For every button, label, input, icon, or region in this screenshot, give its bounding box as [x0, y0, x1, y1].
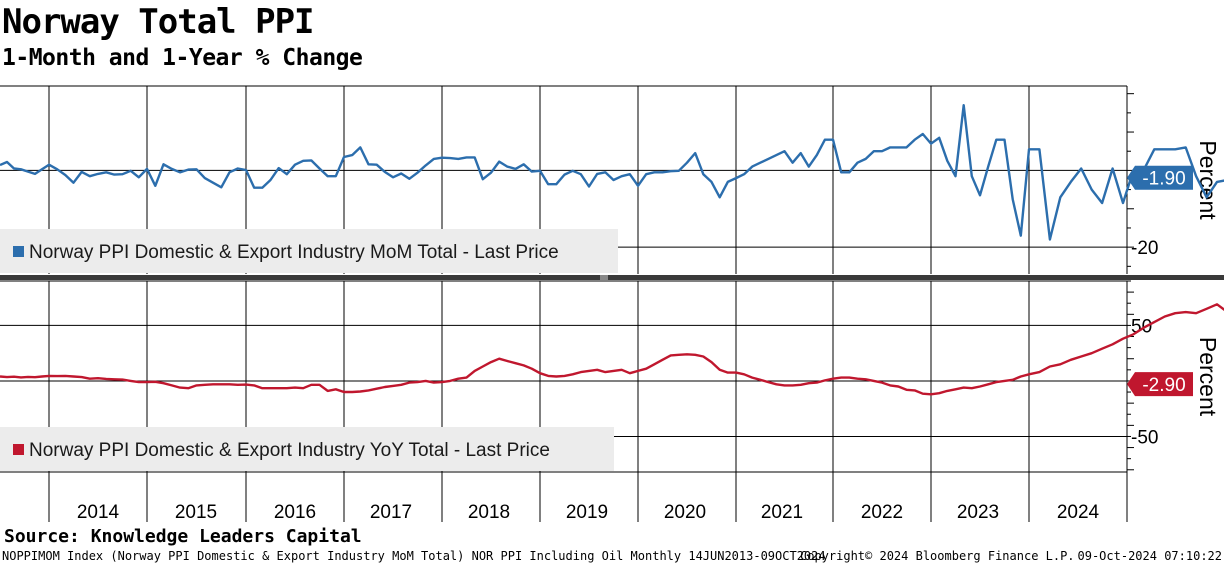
- y-tick-label: -20: [1131, 238, 1158, 259]
- yoy-series-line: [0, 303, 1224, 396]
- last-value-tag: -1.90: [1127, 165, 1193, 190]
- y-axis-title: Percent: [1195, 337, 1221, 417]
- chart-title: Norway Total PPI: [2, 2, 315, 42]
- x-tick-label: 2019: [566, 502, 608, 523]
- last-value-tag-text: -2.90: [1142, 375, 1185, 396]
- legend-swatch: [13, 246, 24, 257]
- legend-box: [0, 427, 614, 471]
- legend-label: Norway PPI Domestic & Export Industry Mo…: [29, 242, 559, 263]
- footer-timestamp: 09-Oct-2024 07:10:22: [1077, 549, 1223, 563]
- x-tick-label: 2018: [468, 502, 510, 523]
- chart-subtitle: 1-Month and 1-Year % Change: [2, 45, 363, 71]
- last-value-tag: -2.90: [1127, 372, 1193, 397]
- x-tick-label: 2015: [175, 502, 217, 523]
- x-tick-label: 2014: [77, 502, 120, 523]
- x-tick-label: 2024: [1057, 502, 1100, 523]
- mom-series-line: [0, 104, 1224, 241]
- last-value-tag-box: [1127, 165, 1193, 190]
- x-tick-label: 2021: [761, 502, 803, 523]
- x-tick-label: 2023: [957, 502, 999, 523]
- x-tick-label: 2016: [274, 502, 316, 523]
- x-tick-label: 2020: [664, 502, 706, 523]
- x-tick-label: 2017: [370, 502, 412, 523]
- panel-divider: [0, 275, 1224, 280]
- legend-swatch: [13, 444, 24, 455]
- y-tick-label: -50: [1131, 427, 1158, 448]
- last-value-tag-box: [1127, 372, 1193, 397]
- x-tick-label: 2022: [861, 502, 903, 523]
- panel-divider-handle: [600, 275, 608, 280]
- legend-box: [0, 229, 618, 273]
- last-value-tag-text: -1.90: [1142, 169, 1185, 190]
- footer-index-description: NOPPIMOM Index (Norway PPI Domestic & Ex…: [2, 549, 826, 563]
- footer-copyright: Copyright© 2024 Bloomberg Finance L.P.: [800, 549, 1075, 563]
- legend-label: Norway PPI Domestic & Export Industry Yo…: [29, 440, 550, 461]
- source-note: Source: Knowledge Leaders Capital: [4, 526, 362, 547]
